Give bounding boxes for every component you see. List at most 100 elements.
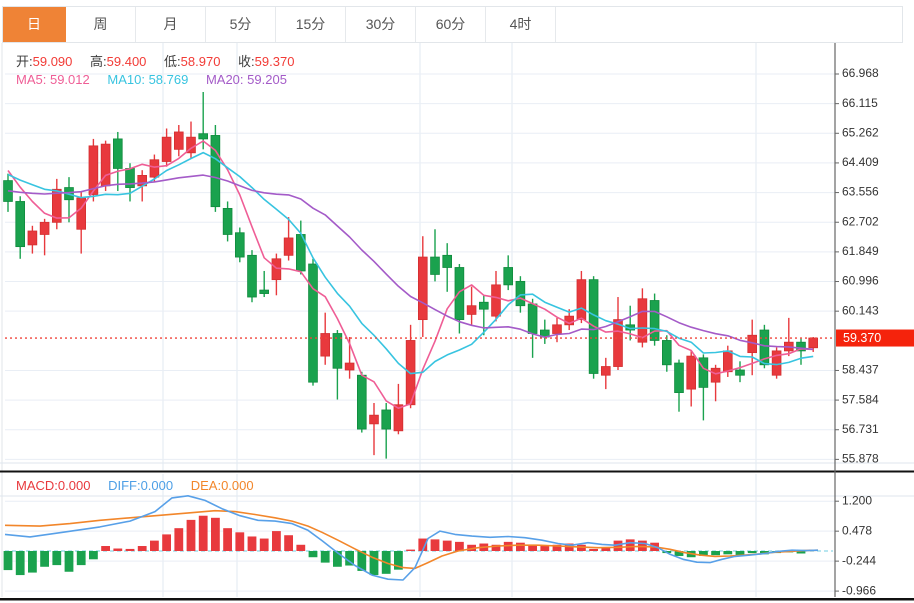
candlestick[interactable] <box>576 279 587 321</box>
candlestick[interactable] <box>88 145 99 195</box>
macd-histogram-bar[interactable] <box>711 551 720 556</box>
macd-histogram-bar[interactable] <box>162 534 171 551</box>
macd-histogram-bar[interactable] <box>552 544 562 551</box>
candlestick[interactable] <box>759 329 770 366</box>
macd-histogram-bar[interactable] <box>247 536 257 551</box>
candlestick[interactable] <box>698 357 709 388</box>
macd-histogram-bar[interactable] <box>259 538 269 551</box>
macd-histogram-bar[interactable] <box>406 549 415 551</box>
macd-histogram-bar[interactable] <box>577 544 586 551</box>
macd-histogram-bar[interactable] <box>186 519 196 551</box>
macd-histogram-bar[interactable] <box>320 551 330 563</box>
macd-histogram-bar[interactable] <box>601 547 611 551</box>
candlestick[interactable] <box>417 256 428 321</box>
candlestick[interactable] <box>662 340 672 366</box>
tab-60min[interactable]: 60分 <box>416 7 486 42</box>
tab-15min[interactable]: 15分 <box>276 7 346 42</box>
candlestick[interactable] <box>601 366 611 376</box>
candlestick[interactable] <box>686 355 696 390</box>
macd-histogram-bar[interactable] <box>211 517 220 551</box>
candlestick[interactable] <box>113 138 123 169</box>
macd-histogram-bar[interactable] <box>125 548 135 551</box>
candlestick[interactable] <box>674 362 684 393</box>
candlestick[interactable] <box>478 301 489 310</box>
candlestick[interactable] <box>369 414 379 425</box>
tab-4hour[interactable]: 4时 <box>486 7 556 42</box>
candlestick[interactable] <box>222 208 233 235</box>
candlestick[interactable] <box>283 237 294 256</box>
macd-histogram-bar[interactable] <box>284 535 293 551</box>
macd-histogram-bar[interactable] <box>613 540 623 551</box>
macd-histogram-bar[interactable] <box>40 551 49 567</box>
macd-histogram-bar[interactable] <box>430 539 440 551</box>
candlestick[interactable] <box>796 341 806 352</box>
macd-histogram-bar[interactable] <box>76 551 86 566</box>
tab-week[interactable]: 周 <box>66 7 136 42</box>
tab-month[interactable]: 月 <box>136 7 206 42</box>
candlestick[interactable] <box>723 350 733 373</box>
candlestick[interactable] <box>466 305 477 315</box>
candlestick[interactable] <box>527 303 538 334</box>
macd-histogram-bar[interactable] <box>28 551 37 573</box>
macd-histogram-bar[interactable] <box>418 538 428 551</box>
macd-histogram-bar[interactable] <box>296 544 306 551</box>
macd-histogram-bar[interactable] <box>394 551 403 570</box>
macd-histogram-bar[interactable] <box>333 551 342 567</box>
tab-30min[interactable]: 30分 <box>346 7 416 42</box>
candlestick[interactable] <box>613 319 623 367</box>
macd-histogram-bar[interactable] <box>491 544 501 551</box>
price-plot-area[interactable] <box>5 43 835 470</box>
candlestick[interactable] <box>491 284 501 317</box>
candlestick[interactable] <box>271 258 282 281</box>
candlestick[interactable] <box>198 133 209 140</box>
candlestick[interactable] <box>649 300 660 341</box>
candlestick[interactable] <box>344 362 355 371</box>
macd-histogram-bar[interactable] <box>747 551 757 554</box>
macd-histogram-bar[interactable] <box>723 551 733 555</box>
candlestick[interactable] <box>454 267 465 321</box>
candlestick[interactable] <box>710 367 721 383</box>
macd-histogram-bar[interactable] <box>150 540 159 551</box>
candlestick[interactable] <box>332 333 343 369</box>
macd-histogram-bar[interactable] <box>455 541 464 551</box>
candlestick[interactable] <box>234 232 245 258</box>
candlestick[interactable] <box>356 374 367 430</box>
candlestick[interactable] <box>503 267 513 286</box>
macd-histogram-bar[interactable] <box>89 551 98 560</box>
candlestick[interactable] <box>430 256 440 275</box>
candlestick[interactable] <box>637 298 648 343</box>
macd-histogram-bar[interactable] <box>345 551 354 566</box>
macd-histogram-bar[interactable] <box>308 551 318 558</box>
candlestick[interactable] <box>52 188 62 223</box>
macd-histogram-bar[interactable] <box>467 544 476 551</box>
macd-histogram-bar[interactable] <box>699 551 708 556</box>
macd-histogram-bar[interactable] <box>796 551 806 554</box>
candlestick[interactable] <box>161 136 172 162</box>
macd-histogram-bar[interactable] <box>223 528 232 551</box>
macd-histogram-bar[interactable] <box>64 551 74 572</box>
macd-histogram-bar[interactable] <box>198 515 208 551</box>
candlestick[interactable] <box>149 159 160 178</box>
tab-5min[interactable]: 5分 <box>206 7 276 42</box>
tab-day[interactable]: 日 <box>3 7 66 42</box>
macd-histogram-bar[interactable] <box>625 539 635 551</box>
macd-histogram-bar[interactable] <box>369 551 379 576</box>
macd-histogram-bar[interactable] <box>503 541 513 551</box>
candlestick[interactable] <box>393 404 404 432</box>
candlestick[interactable] <box>735 369 745 376</box>
macd-histogram-bar[interactable] <box>101 546 110 551</box>
candlestick[interactable] <box>259 289 269 294</box>
macd-histogram-bar[interactable] <box>357 551 367 571</box>
candlestick[interactable] <box>247 254 257 298</box>
macd-histogram-bar[interactable] <box>235 532 245 551</box>
macd-histogram-bar[interactable] <box>272 531 281 551</box>
candlestick[interactable] <box>15 201 26 248</box>
candlestick[interactable] <box>515 280 526 307</box>
macd-histogram-bar[interactable] <box>15 551 25 576</box>
macd-histogram-bar[interactable] <box>674 551 684 556</box>
candlestick[interactable] <box>552 324 562 334</box>
macd-histogram-bar[interactable] <box>528 544 537 551</box>
macd-histogram-bar[interactable] <box>113 548 123 551</box>
macd-histogram-bar[interactable] <box>540 546 550 551</box>
